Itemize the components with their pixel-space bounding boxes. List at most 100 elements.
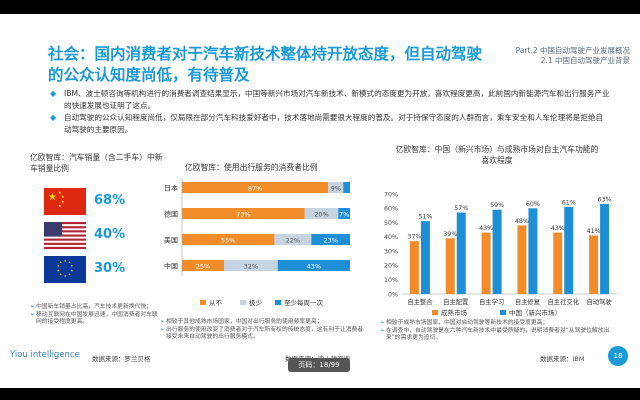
note-text: 在调查中，自动驾驶是在六种汽车新技术中最受质疑的，说明消费者对“从驾驶位解放出来… [386, 327, 610, 342]
y-tick-label: 60% [384, 206, 398, 213]
bullet-item: ◆ IBM、波士顿咨询等机构进行的消费者调查结果显示，中国等新兴市场对汽车新技术、… [50, 88, 610, 111]
travel-service-chart: 日本 87% 9% 德国 73% 20% 7% 美国 55% 22% 23% 中国 25% 32% 43% 从… [164, 178, 350, 307]
panel3-source: 数据来源：IBM [540, 355, 585, 363]
bar [553, 232, 563, 294]
panel2-heading: 亿欧智库：使用出行服务的消费者比例 [185, 163, 318, 172]
note-text: 相较于成熟市场国家，中国对自动驾驶等新技术的接受度更高； [386, 320, 549, 326]
bar [445, 238, 455, 294]
data-label: 55% [221, 236, 235, 244]
note-item: ➢ 相较于成熟市场国家，中国对自动驾驶等新技术的接受度更高； [380, 320, 620, 328]
y-tick-label: 50% [384, 220, 398, 227]
bullet-text: IBM、波士顿咨询等机构进行的消费者调查结果显示，中国等新兴市场对汽车新技术、新… [64, 89, 610, 110]
data-label: 48% [515, 218, 529, 225]
svg-text:★: ★ [68, 273, 71, 277]
data-label: 41% [587, 228, 601, 235]
china-flag-icon: ★ ★ ★ ★ ★ [44, 188, 86, 215]
category-label: 德国 [164, 210, 178, 219]
bar-segment [328, 182, 344, 193]
bar [481, 232, 491, 294]
flag-row-usa: 40% [44, 222, 174, 249]
bullet-item: ◆ 自动驾驶的公众认知程度尚低，仅局限在部分汽车科技爱好者中，技术落地尚需要很大程… [50, 112, 610, 135]
china-ratio: 68% [94, 193, 126, 208]
svg-text:★: ★ [58, 190, 62, 195]
data-label: 20% [314, 210, 328, 218]
legend-label: 极少 [249, 298, 263, 307]
arrow-icon: ➢ [30, 304, 35, 310]
bar-segment [311, 234, 350, 245]
svg-text:★: ★ [48, 192, 57, 203]
data-label: 59% [490, 202, 504, 209]
legend-label: 至少每周一次 [284, 298, 324, 307]
bar [456, 212, 466, 294]
viewer-page-indicator: 页码：18/99 [288, 358, 350, 372]
data-label: 43% [551, 225, 565, 232]
legend-swatch [200, 300, 206, 305]
diamond-icon: ◆ [50, 89, 57, 98]
page-number-badge: 18 [608, 346, 628, 366]
y-tick-label: 40% [384, 234, 398, 241]
usa-flag-icon [44, 222, 86, 249]
bar [528, 208, 538, 294]
data-label: 73% [236, 210, 250, 218]
svg-text:★: ★ [61, 199, 65, 204]
category-label: 中国 [164, 262, 178, 271]
svg-text:★: ★ [58, 203, 62, 208]
data-label: 43% [307, 262, 321, 270]
legend-label: 中国（新兴市场） [509, 308, 561, 317]
data-label: 25% [196, 262, 210, 270]
bar-segment [182, 260, 224, 271]
feature-preference-chart: 0% 10% 20% 30% 40% 50% 60% 70% 37% 51% 自主整合 39% 57% 自… [384, 191, 617, 317]
arrow-icon: ➢ [160, 319, 165, 325]
legend-label: 成熟市场 [441, 308, 468, 317]
panel1-source: 数据来源：罗兰贝格 [92, 355, 151, 363]
eu-ratio: 30% [94, 261, 126, 276]
flag-row-china: ★ ★ ★ ★ ★ 68% [44, 188, 174, 215]
category-label: 自主配置 [443, 297, 468, 306]
data-label: 9% [331, 184, 341, 192]
svg-text:★: ★ [68, 260, 71, 264]
section-label: Part.2 中国自动驾驶产业发展概况 2.1 中国自动驾驶产业背景 [516, 46, 630, 66]
data-label: 23% [323, 236, 337, 244]
data-label: 37% [407, 234, 421, 241]
y-tick-label: 0% [388, 291, 398, 298]
note-item: ➢ 出行服务的使用改变了消费者对于汽车所有权的传统态度，这有利于让消费者接受未来自… [160, 327, 365, 342]
y-tick-label: 20% [384, 263, 398, 270]
bar [564, 206, 574, 294]
note-item: ➢ 中国新车销量占比高，汽车技术更新换代快； [30, 304, 160, 312]
bar-segment [182, 208, 305, 219]
svg-text:★: ★ [57, 269, 60, 273]
legend-swatch [432, 310, 438, 315]
svg-text:★: ★ [59, 260, 62, 264]
data-label: 32% [244, 262, 258, 270]
data-label: 61% [562, 199, 576, 206]
section-line-1: Part.2 中国自动驾驶产业发展概况 [515, 46, 630, 55]
panel2-notes: ➢ 相较于其他成熟市场国家，中国对出行服务的使用频率更高； ➢ 出行服务的使用改变了… [160, 319, 365, 342]
arrow-icon: ➢ [380, 327, 385, 334]
note-text: 移动互联网在中国发展迅速，中国消费者对车联网的接受程度更高。 [36, 311, 158, 326]
bar-segment [343, 182, 350, 193]
bar-segment [277, 260, 350, 271]
category-label: 自主整合 [407, 297, 433, 306]
bar-segment [338, 208, 350, 219]
data-label: 22% [286, 236, 300, 244]
usa-ratio: 40% [94, 227, 126, 242]
bar-segment [182, 234, 275, 245]
arrow-icon: ➢ [160, 326, 165, 333]
bar-segment [182, 182, 329, 193]
svg-text:★: ★ [59, 273, 62, 277]
data-label: 57% [454, 205, 468, 212]
arrow-icon: ➢ [380, 320, 385, 326]
category-label: 自主学习 [479, 297, 504, 306]
bar [589, 235, 599, 294]
y-tick-label: 70% [384, 191, 398, 198]
panel1-notes: ➢ 中国新车销量占比高，汽车技术更新换代快； ➢ 移动互联网在中国发展迅速，中国消费… [30, 304, 160, 327]
note-text: 中国新车销量占比高，汽车技术更新换代快； [36, 304, 152, 310]
data-label: 60% [526, 201, 540, 208]
bar [600, 204, 610, 294]
panel3-heading: 亿欧智库：中国（新兴市场）与成熟市场对自主汽车功能的喜欢程度 [395, 145, 599, 165]
arrow-icon: ➢ [30, 311, 35, 318]
svg-text:★: ★ [70, 264, 73, 268]
bar-segment [274, 234, 312, 245]
legend-swatch [240, 300, 246, 305]
y-tick-label: 30% [384, 248, 398, 255]
